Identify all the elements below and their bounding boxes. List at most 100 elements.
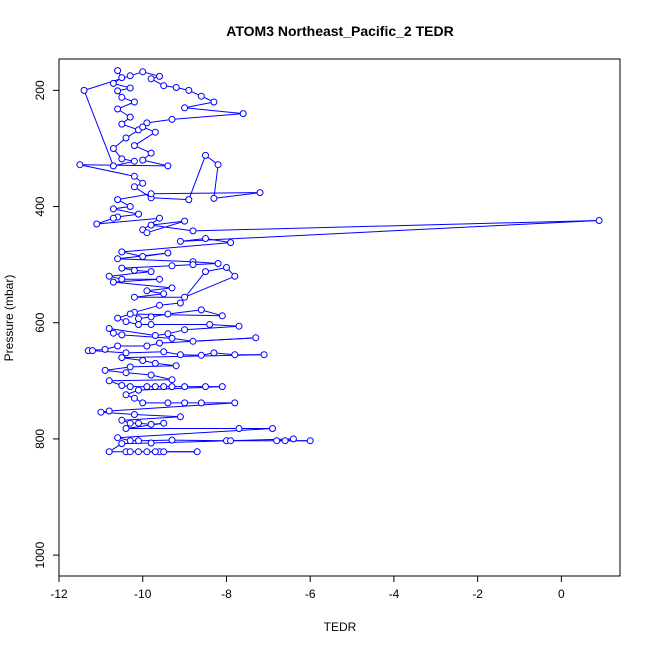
x-tick-label: -12 <box>50 587 68 601</box>
series-line-segment <box>125 372 152 376</box>
data-point <box>235 425 243 432</box>
data-point <box>223 264 230 271</box>
data-point <box>164 330 172 338</box>
data-point <box>126 113 134 121</box>
data-point <box>147 75 155 83</box>
data-point <box>172 84 180 91</box>
data-point <box>122 318 130 326</box>
series-line-segment <box>192 263 219 266</box>
data-point <box>122 391 130 399</box>
plot-area <box>76 67 603 456</box>
data-point <box>181 104 189 112</box>
data-point <box>202 235 209 242</box>
data-point <box>235 322 243 330</box>
data-point <box>160 448 168 456</box>
data-point <box>114 67 122 75</box>
data-point <box>101 366 109 374</box>
series-line-segment <box>109 328 156 336</box>
data-point <box>151 359 159 367</box>
series-line-segment <box>113 208 139 215</box>
series-line-segment <box>79 164 135 177</box>
data-point <box>185 196 193 204</box>
series-line-segment <box>201 309 223 317</box>
series-line-segment <box>167 309 202 315</box>
series-line-segment <box>117 258 194 263</box>
data-point <box>114 87 122 95</box>
data-point <box>105 407 113 415</box>
series-line-segment <box>117 213 139 218</box>
series-line-segment <box>205 238 231 244</box>
data-point <box>135 210 142 218</box>
data-point <box>210 98 218 106</box>
data-point <box>130 394 138 402</box>
series-line-segment <box>109 402 235 412</box>
data-point <box>114 434 122 442</box>
data-point <box>76 161 84 169</box>
series-line-segment <box>192 220 600 232</box>
data-point <box>160 383 168 391</box>
data-point <box>109 79 117 87</box>
data-point <box>168 376 176 384</box>
data-point <box>218 312 226 320</box>
data-point <box>595 217 603 224</box>
data-point <box>118 248 126 256</box>
data-point <box>122 369 130 377</box>
data-point <box>176 413 184 421</box>
series-line-segment <box>180 220 600 242</box>
data-point <box>126 383 134 391</box>
data-point <box>147 313 155 321</box>
data-point <box>126 363 134 371</box>
x-axis-label: TEDR <box>324 620 357 634</box>
data-point <box>118 275 126 283</box>
data-point <box>114 105 122 113</box>
data-point <box>122 134 130 142</box>
data-point <box>269 425 276 432</box>
data-point <box>160 348 168 356</box>
data-point <box>231 351 239 359</box>
data-point <box>176 351 184 359</box>
series-line-segment <box>134 304 160 313</box>
data-point <box>160 419 168 427</box>
data-point <box>109 162 117 170</box>
series-line-segment <box>150 374 173 381</box>
data-point <box>147 221 155 229</box>
data-point <box>168 383 176 391</box>
data-point <box>227 239 235 247</box>
series-line-segment <box>117 428 273 439</box>
series-line-segment <box>134 293 164 298</box>
data-point <box>256 189 264 197</box>
data-point <box>135 419 142 427</box>
data-point <box>202 151 209 159</box>
y-tick-label: 800 <box>33 429 47 449</box>
y-tick-label: 400 <box>33 196 47 216</box>
data-point <box>130 172 138 180</box>
data-point <box>227 437 235 445</box>
data-point <box>139 68 147 76</box>
data-point <box>118 416 126 424</box>
x-tick-label: 0 <box>558 587 565 601</box>
series-line-segment <box>151 192 261 195</box>
data-point <box>126 72 134 80</box>
series-line-segment <box>159 302 181 306</box>
data-point <box>252 334 260 342</box>
data-point <box>176 299 184 307</box>
data-point <box>147 439 155 447</box>
data-point <box>189 261 197 269</box>
data-point <box>181 217 189 225</box>
x-tick-label: -6 <box>305 587 316 601</box>
data-point <box>147 371 155 379</box>
data-point <box>143 119 151 127</box>
data-point <box>218 383 226 391</box>
data-point <box>143 383 151 391</box>
data-point <box>160 290 168 298</box>
data-point <box>164 399 172 407</box>
data-point <box>139 123 147 131</box>
series-line-segment <box>83 90 114 167</box>
data-point <box>118 354 126 362</box>
x-axis: -12 -10 -8 -6 -4 -2 0 <box>50 575 565 601</box>
data-point <box>156 339 163 347</box>
data-point <box>118 382 126 389</box>
data-point <box>130 142 138 150</box>
y-axis: 200 400 600 800 1000 <box>33 80 60 568</box>
